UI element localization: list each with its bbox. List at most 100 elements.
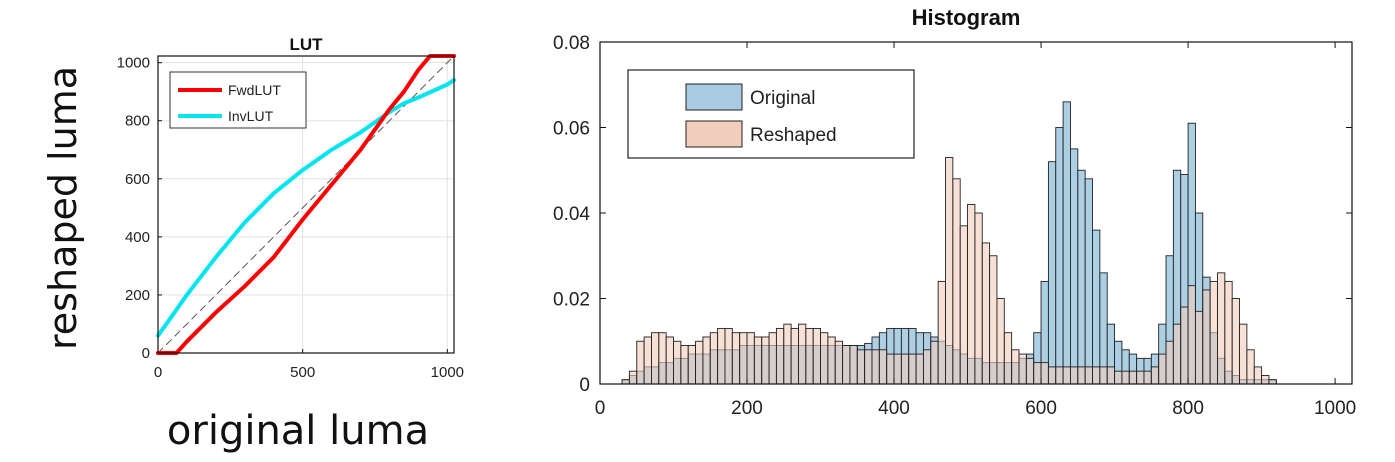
lut-ytick-label: 0 [142, 345, 150, 362]
histogram-bar-original [1062, 101, 1071, 385]
lut-line-fwdlut [156, 54, 456, 355]
histogram-bar-reshaped [820, 332, 829, 385]
histogram-bar-reshaped [1062, 366, 1071, 385]
histogram-bar-reshaped [864, 349, 873, 385]
histogram-bar-reshaped [1040, 362, 1049, 385]
histogram-bar-reshaped [1158, 353, 1167, 385]
lut-line-invlut [156, 78, 456, 338]
histogram-xtick-label: 400 [878, 398, 910, 419]
histogram-bars [621, 101, 1277, 385]
histogram-bar-reshaped [1018, 353, 1027, 385]
legend-label-invlut: InvLUT [228, 108, 274, 124]
histogram-bar-original [1084, 178, 1093, 385]
histogram-bar-reshaped [827, 336, 836, 385]
histogram-bar-reshaped [1121, 370, 1130, 385]
histogram-bar-reshaped [908, 353, 917, 385]
histogram-xtick-label: 0 [595, 398, 606, 419]
histogram-bar-reshaped [628, 370, 638, 385]
histogram-bar-reshaped [915, 353, 924, 385]
histogram-bar-reshaped [1077, 366, 1086, 385]
lut-ytick-label: 800 [125, 113, 150, 130]
histogram-bar-reshaped [1217, 272, 1226, 385]
histogram-bar-reshaped [1033, 362, 1042, 385]
histogram-bar-reshaped [1143, 370, 1152, 385]
histogram-legend-box [627, 69, 915, 159]
histogram-bar-reshaped [643, 336, 652, 385]
histogram-bar-reshaped [1180, 306, 1189, 385]
histogram-bar-reshaped [893, 353, 902, 385]
histogram-bar-reshaped [1150, 366, 1160, 385]
histogram-bar-reshaped [834, 340, 844, 385]
histogram-bar-reshaped [886, 353, 895, 385]
histogram-bar-reshaped [753, 336, 763, 385]
histogram-ytick-label: 0 [579, 375, 590, 396]
histogram-bar-reshaped [1025, 357, 1035, 385]
histogram-bar-original [1055, 127, 1064, 385]
histogram-ytick-label: 0.08 [553, 33, 590, 54]
lut-chart: LUT 0 500 1000 0 200 400 600 800 1000 FwdLUT Inv… [41, 35, 464, 454]
lut-ytick-label: 1000 [117, 55, 150, 72]
histogram-xtick-label: 600 [1025, 398, 1057, 419]
histogram-bar-reshaped [687, 345, 697, 385]
histogram-ticks: 0 200 400 600 800 1000 0 0.02 0.04 0.06 0.08 [553, 33, 1356, 419]
lut-xtick-label: 500 [290, 364, 315, 381]
histogram-bar-reshaped [1268, 379, 1277, 385]
histogram-bar-reshaped [1224, 280, 1233, 385]
histogram-bar-reshaped [842, 345, 851, 385]
histogram-bar-reshaped [900, 353, 910, 385]
histogram-bar-reshaped [1253, 366, 1263, 385]
histogram-bar-reshaped [798, 323, 807, 385]
histogram-bar-reshaped [1202, 289, 1211, 385]
histogram-bar-reshaped [790, 327, 799, 385]
histogram-bar-original [1077, 169, 1086, 385]
histogram-bar-reshaped [768, 332, 777, 385]
lut-lines [156, 54, 456, 355]
lut-title: LUT [289, 35, 323, 54]
histogram-bar-reshaped [1165, 340, 1174, 385]
legend-swatch-original [685, 83, 743, 111]
histogram-bar-reshaped [805, 327, 814, 385]
histogram-series-reshaped [621, 156, 1277, 385]
histogram-bar-original [1047, 161, 1057, 385]
legend-label-fwdlut: FwdLUT [228, 82, 281, 98]
histogram-bar-reshaped [1239, 323, 1248, 385]
histogram-bar-reshaped [761, 336, 770, 385]
histogram-bar-reshaped [989, 255, 998, 385]
histogram-bar-reshaped [1003, 332, 1013, 385]
lut-ticks: 0 500 1000 0 200 400 600 800 1000 [117, 55, 464, 381]
histogram-bar-reshaped [717, 327, 726, 385]
histogram-bar-reshaped [1092, 366, 1101, 385]
histogram-bar-reshaped [1070, 366, 1079, 385]
histogram-bar-reshaped [1099, 366, 1108, 385]
histogram-bar-reshaped [952, 178, 961, 385]
histogram-bar-reshaped [1136, 370, 1145, 385]
histogram-bar-reshaped [621, 379, 630, 385]
histogram-bar-reshaped [695, 340, 704, 385]
histogram-title: Histogram [912, 5, 1021, 30]
histogram-bar-reshaped [1011, 349, 1020, 385]
histogram-ytick-label: 0.02 [553, 290, 590, 311]
histogram-bar-reshaped [812, 327, 821, 385]
histogram-bar-reshaped [731, 332, 741, 385]
histogram-bar-reshaped [937, 280, 946, 385]
histogram-bar-reshaped [1128, 370, 1138, 385]
histogram-bar-reshaped [1106, 366, 1116, 385]
histogram-bar-original [1092, 229, 1101, 385]
histogram-bar-reshaped [665, 336, 674, 385]
histogram-bar-reshaped [996, 298, 1005, 385]
lut-identity-line [157, 55, 455, 354]
histogram-bar-reshaped [1261, 375, 1270, 385]
histogram-xtick-label: 1000 [1314, 398, 1356, 419]
histogram-bar-reshaped [1194, 310, 1204, 385]
histogram-bar-reshaped [775, 327, 785, 385]
histogram-bar-reshaped [967, 203, 976, 385]
legend-label-original: Original [750, 88, 815, 109]
histogram-legend: Original Reshaped [627, 69, 915, 159]
lut-legend-box [169, 71, 307, 129]
histogram-bar-reshaped [1246, 349, 1255, 385]
histogram-xtick-label: 800 [1172, 398, 1204, 419]
histogram-bar-reshaped [930, 340, 939, 385]
histogram-bar-reshaped [1231, 298, 1240, 385]
histogram-bar-reshaped [974, 212, 983, 385]
histogram-bar-original [1070, 148, 1079, 385]
